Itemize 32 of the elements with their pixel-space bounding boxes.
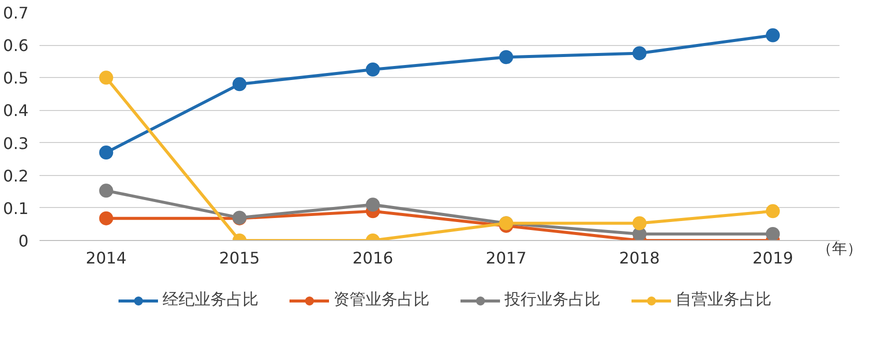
x-tick-label: 2018 (619, 248, 660, 268)
x-tick-label: 2015 (219, 248, 260, 268)
point (632, 46, 646, 60)
y-tick-label: 0.1 (3, 198, 29, 218)
x-tick-label: 2019 (752, 248, 794, 268)
x-tick-label: 2014 (86, 248, 127, 268)
x-tick-label: 2017 (486, 248, 527, 268)
point (766, 227, 780, 240)
legend-label: 资管业务占比 (334, 290, 430, 310)
y-tick-label: 0.6 (3, 36, 29, 56)
legend-label: 自营业务占比 (676, 290, 772, 310)
legend-label: 经纪业务占比 (162, 290, 258, 310)
y-tick-label: 0.4 (3, 101, 29, 120)
y-tick-label: 0.5 (3, 68, 29, 88)
x-axis-title: （年） (817, 240, 862, 258)
point (99, 70, 114, 85)
y-tick-label: 0.2 (3, 166, 29, 186)
point (766, 28, 780, 42)
point (766, 204, 780, 218)
point (99, 184, 114, 198)
y-tick-label: 0.3 (3, 134, 29, 153)
point (99, 211, 114, 226)
point (632, 216, 646, 230)
y-tick-label: 0 (18, 232, 29, 250)
x-tick-label: 2016 (352, 248, 394, 268)
point (232, 77, 246, 92)
point (366, 62, 380, 76)
point (366, 198, 380, 212)
point (499, 50, 514, 64)
y-tick-label: 0.7 (3, 4, 29, 22)
legend-label: 投行业务占比 (504, 290, 600, 310)
point (99, 146, 114, 160)
